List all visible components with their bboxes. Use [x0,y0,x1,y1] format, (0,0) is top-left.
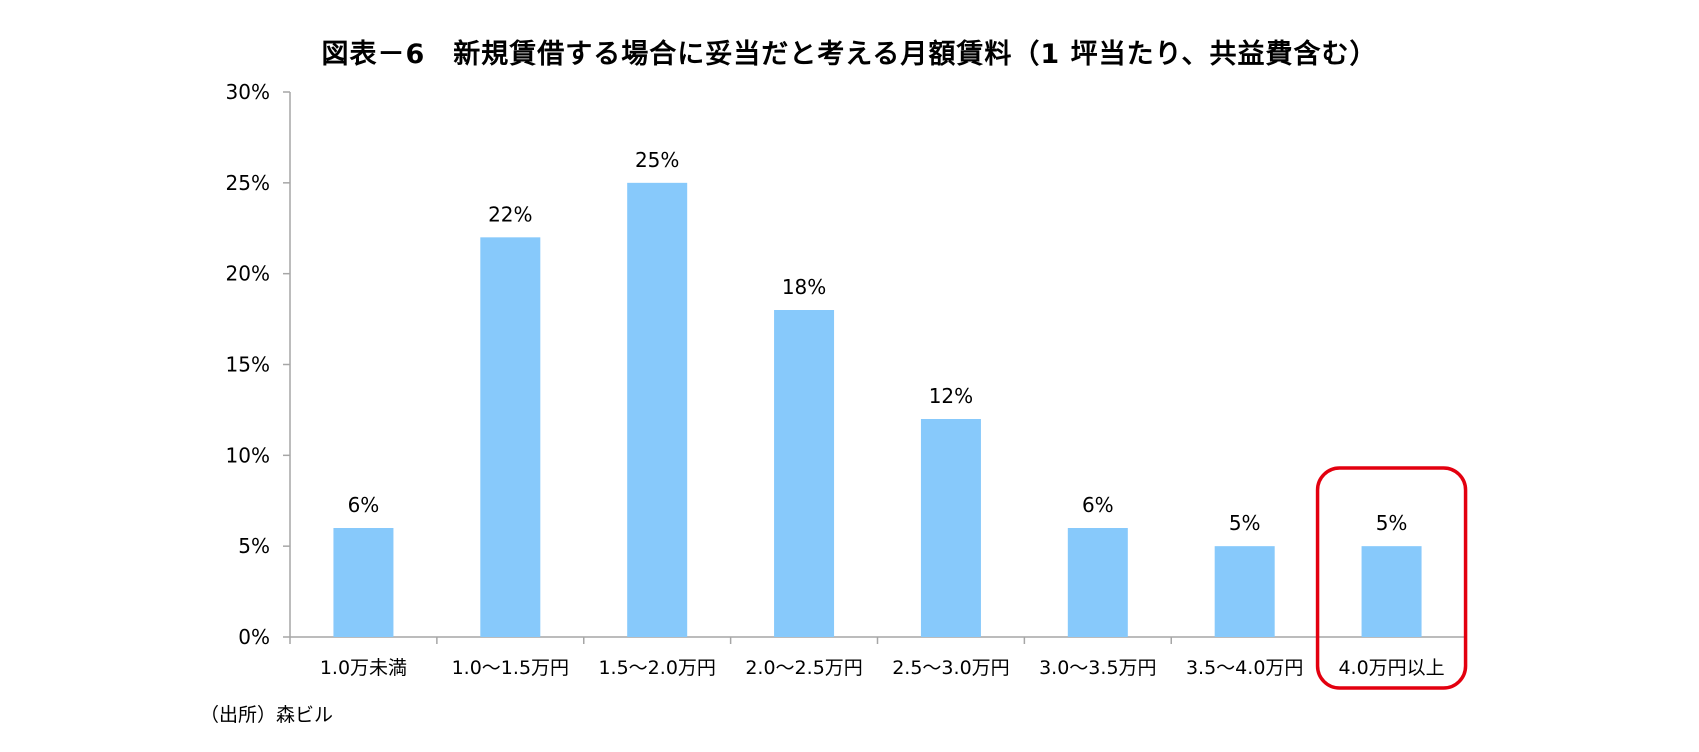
bar [1067,528,1128,637]
bars [333,182,1422,638]
bar [1361,546,1422,637]
y-tick-label: 20% [226,262,270,286]
x-category-label: 3.0〜3.5万円 [1039,657,1156,679]
bar [627,182,688,638]
y-tick-label: 0% [238,625,270,649]
y-axis: 0% 5% 10% 15% 20% 25% 30% [226,80,291,649]
y-tick-label: 15% [226,353,270,377]
x-category-label: 1.0〜1.5万円 [452,657,569,679]
x-category-label: 1.5〜2.0万円 [598,657,715,679]
data-label: 6% [348,493,380,517]
data-label: 12% [929,384,973,408]
data-label: 18% [782,275,826,299]
highlight-box [1315,466,1468,690]
y-tick-label: 25% [226,171,270,195]
x-axis: 1.0万未満 1.0〜1.5万円 1.5〜2.0万円 2.0〜2.5万円 2.5〜3.0… [289,636,1466,679]
highlight-layer [1315,466,1468,690]
bar [774,310,835,637]
data-label: 5% [1229,511,1261,535]
x-category-label: 4.0万円以上 [1338,657,1444,679]
data-label: 22% [488,202,532,226]
bar [480,237,541,638]
x-category-label: 2.5〜3.0万円 [892,657,1009,679]
x-category-label: 3.5〜4.0万円 [1186,657,1303,679]
bar [920,419,981,637]
y-tick-label: 5% [238,534,270,558]
y-tick-label: 10% [226,443,270,467]
x-category-label: 2.0〜2.5万円 [745,657,862,679]
y-tick-label: 30% [226,80,270,104]
chart-title: 図表－6 新規賃借する場合に妥当だと考える月額賃料（1 坪当たり、共益費含む） [321,39,1378,70]
data-labels: 6% 22% 25% 18% 12% 6% 5% 5% [348,148,1408,535]
x-category-label: 1.0万未満 [320,657,407,679]
data-label: 5% [1376,511,1408,535]
data-label: 25% [635,148,679,172]
source-note: （出所）森ビル [200,704,334,726]
bar [333,528,394,637]
data-label: 6% [1082,493,1114,517]
bar [1214,546,1275,637]
